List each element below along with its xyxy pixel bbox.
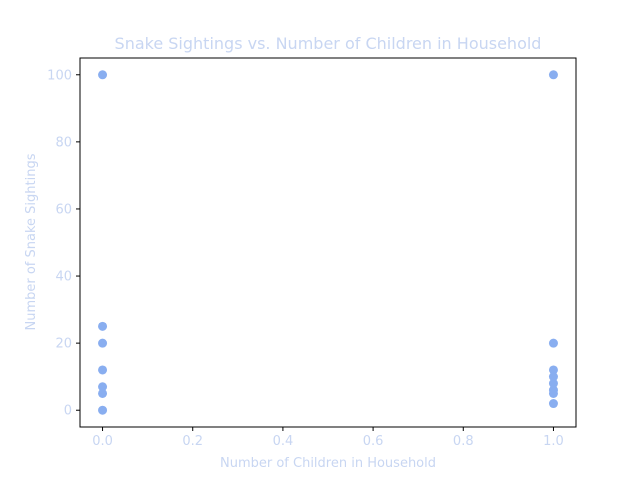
data-point <box>548 365 558 375</box>
data-point <box>548 338 558 348</box>
data-point <box>98 405 108 415</box>
points-layer <box>98 70 558 415</box>
data-point <box>98 70 108 80</box>
x-tick-label: 0.8 <box>453 434 474 449</box>
y-tick-label: 60 <box>55 202 72 217</box>
data-point <box>548 70 558 80</box>
data-point <box>548 372 558 382</box>
data-point <box>548 388 558 398</box>
data-point <box>98 321 108 331</box>
data-point <box>548 399 558 409</box>
tick-layer: 0.0 0.2 0.4 0.6 0.8 1.0 0 20 40 60 80 100 <box>47 68 564 449</box>
x-tick-label: 0.0 <box>92 434 113 449</box>
y-tick-label: 100 <box>47 68 72 83</box>
x-axis-label: Number of Children in Household <box>220 456 436 471</box>
y-tick-label: 40 <box>55 270 72 285</box>
x-tick-label: 1.0 <box>543 434 564 449</box>
data-point <box>548 378 558 388</box>
x-tick-label: 0.4 <box>273 434 294 449</box>
data-point <box>98 382 108 392</box>
plot-frame <box>79 57 577 428</box>
y-axis-label: Number of Snake Sightings <box>24 153 39 330</box>
y-tick-label: 80 <box>55 135 72 150</box>
chart-title: Snake Sightings vs. Number of Children i… <box>115 34 542 53</box>
y-tick-label: 0 <box>64 404 72 419</box>
x-tick-label: 0.2 <box>182 434 203 449</box>
data-point <box>98 338 108 348</box>
data-point <box>98 388 108 398</box>
y-tick-label: 20 <box>55 337 72 352</box>
x-tick-label: 0.6 <box>363 434 384 449</box>
data-point <box>98 365 108 375</box>
